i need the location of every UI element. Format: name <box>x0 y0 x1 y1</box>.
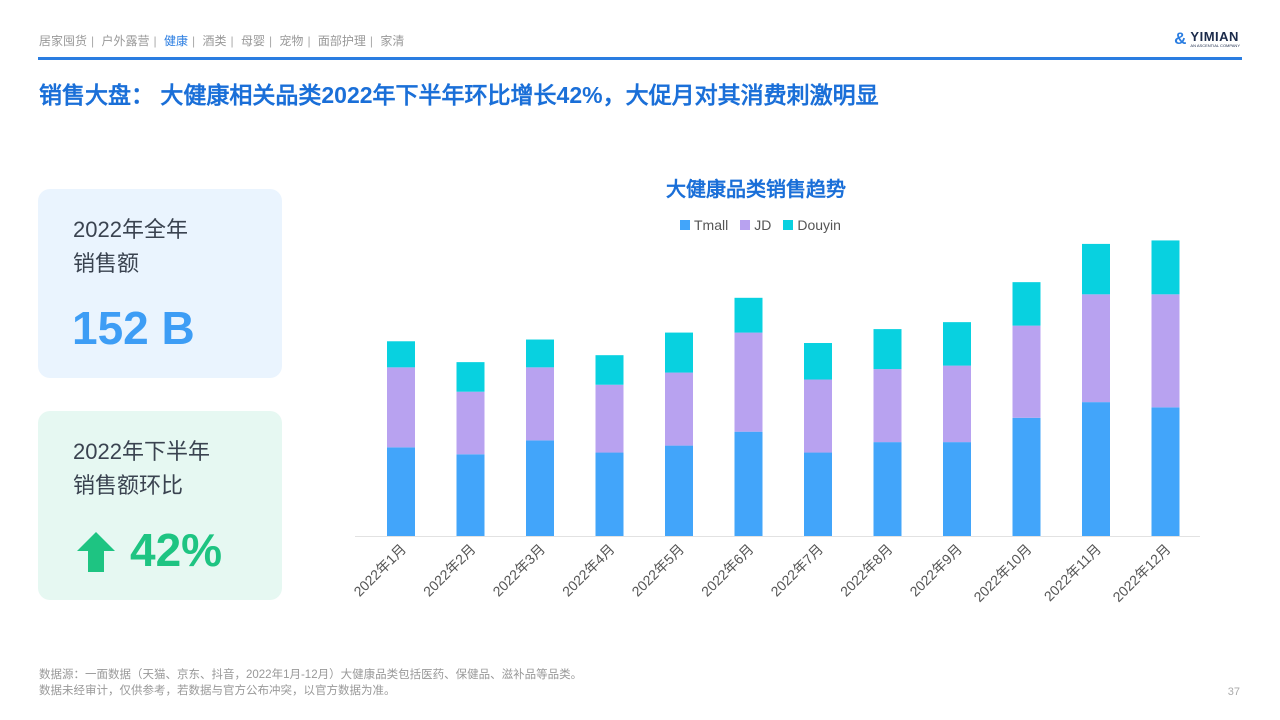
legend-swatch <box>740 220 751 230</box>
legend-label: JD <box>754 217 772 233</box>
bar-jd-7 <box>804 379 832 453</box>
card-value: 152 B <box>72 302 195 354</box>
header-divider <box>38 57 1242 60</box>
legend-swatch <box>783 220 794 230</box>
category-nav: 居家囤货 | 户外露营 | 健康 | 酒类 | 母婴 | 宠物 | 面部护理 | 家清 <box>39 34 405 48</box>
bar-tmall-1 <box>387 447 415 536</box>
nav-item[interactable]: 面部护理 <box>317 34 366 48</box>
nav-item[interactable]: 母婴 <box>240 34 265 48</box>
bar-tmall-6 <box>734 431 763 536</box>
bar-tmall-5 <box>665 445 693 536</box>
annual-sales-card: 2022年全年 销售额 152 B <box>38 189 282 378</box>
x-tick-label: 2022年7月 <box>767 541 826 600</box>
legend-label: Douyin <box>797 217 841 233</box>
bar-tmall-9 <box>943 442 971 536</box>
bar-jd-10 <box>1012 325 1041 418</box>
x-tick-label: 2022年1月 <box>350 541 409 600</box>
card-label: 2022年下半年 <box>73 439 210 464</box>
nav-item[interactable]: 户外露营 <box>101 34 150 48</box>
card-value: 42% <box>130 524 223 576</box>
bar-douyin-7 <box>804 343 832 380</box>
bar-jd-5 <box>665 372 693 446</box>
bar-tmall-12 <box>1151 407 1180 536</box>
bar-tmall-4 <box>595 452 624 536</box>
footnote-source: 数据源：一面数据（天猫、京东、抖音，2022年1月-12月）大健康品类包括医药、… <box>39 669 583 681</box>
x-tick-label: 2022年6月 <box>698 541 757 600</box>
bar-douyin-1 <box>387 341 415 368</box>
bar-jd-2 <box>456 391 485 455</box>
x-tick-label: 2022年11月 <box>1041 541 1104 604</box>
bar-douyin-11 <box>1082 243 1110 295</box>
x-tick-label: 2022年9月 <box>906 541 965 600</box>
x-tick-label: 2022年8月 <box>837 541 896 600</box>
logo-sub: AN ASCENTIAL COMPANY <box>1190 43 1240 48</box>
chart-legend: Tmall JD Douyin <box>680 217 841 233</box>
bar-jd-4 <box>595 384 624 453</box>
x-tick-label: 2022年12月 <box>1109 541 1173 605</box>
nav-item-active[interactable]: 健康 <box>163 34 188 48</box>
legend-item-douyin: Douyin <box>783 217 841 233</box>
bar-tmall-10 <box>1012 417 1041 536</box>
footnote-disclaimer: 数据未经审计，仅供参考，若数据与官方公布冲突，以官方数据为准。 <box>39 685 396 697</box>
bar-jd-6 <box>734 332 763 432</box>
bar-douyin-6 <box>734 297 763 333</box>
bar-douyin-9 <box>943 322 971 366</box>
logo-icon: & <box>1174 29 1187 48</box>
card-label: 销售额 <box>73 251 140 276</box>
bar-douyin-4 <box>595 355 624 385</box>
bar-tmall-7 <box>804 452 832 536</box>
h2-growth-card: 2022年下半年 销售额环比 42% <box>38 411 282 600</box>
card-label: 销售额环比 <box>73 473 184 498</box>
bar-jd-3 <box>526 367 554 441</box>
x-tick-label: 2022年5月 <box>628 541 687 600</box>
bar-tmall-11 <box>1082 402 1110 536</box>
x-tick-label: 2022年4月 <box>559 541 618 600</box>
bar-jd-9 <box>943 365 971 443</box>
bar-douyin-3 <box>526 339 554 368</box>
x-tick-label: 2022年2月 <box>420 541 479 600</box>
chart-title: 大健康品类销售趋势 <box>666 179 846 201</box>
page-title: 销售大盘： 大健康相关品类2022年下半年环比增长42%，大促月对其消费刺激明显 <box>39 82 879 108</box>
card-label: 2022年全年 <box>73 217 188 242</box>
nav-item[interactable]: 酒类 <box>202 34 227 48</box>
legend-swatch <box>680 220 690 230</box>
legend-item-tmall: Tmall <box>680 217 728 233</box>
bar-jd-11 <box>1082 294 1110 403</box>
page-number: 37 <box>1227 686 1240 698</box>
bar-tmall-3 <box>526 440 554 536</box>
nav-item[interactable]: 居家囤货 <box>39 34 88 48</box>
legend-label: Tmall <box>694 217 729 233</box>
arrow-up-icon <box>77 532 115 572</box>
nav-item[interactable]: 宠物 <box>279 34 304 48</box>
x-tick-label: 2022年3月 <box>489 541 548 600</box>
bar-tmall-2 <box>456 454 485 536</box>
bar-douyin-5 <box>665 332 693 373</box>
bar-douyin-10 <box>1012 282 1041 326</box>
bar-douyin-12 <box>1151 240 1180 295</box>
bar-jd-12 <box>1151 294 1180 408</box>
bar-tmall-8 <box>873 442 902 536</box>
yimian-logo: & YIMIAN AN ASCENTIAL COMPANY <box>1174 29 1240 49</box>
legend-item-jd: JD <box>740 217 771 233</box>
x-tick-label: 2022年10月 <box>970 541 1034 605</box>
bar-jd-1 <box>387 367 415 448</box>
footnote: 数据源：一面数据（天猫、京东、抖音，2022年1月-12月）大健康品类包括医药、… <box>39 667 582 699</box>
nav-item[interactable]: 家清 <box>380 34 405 48</box>
bar-douyin-8 <box>873 329 902 370</box>
bar-jd-8 <box>873 369 902 443</box>
logo-brand: YIMIAN <box>1190 29 1239 44</box>
bar-douyin-2 <box>456 362 485 392</box>
